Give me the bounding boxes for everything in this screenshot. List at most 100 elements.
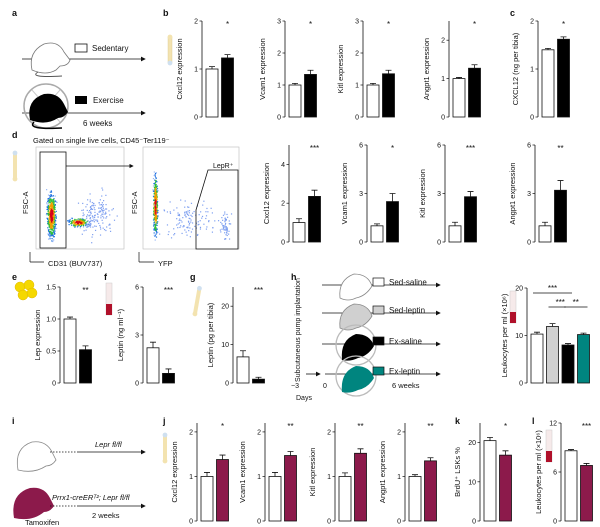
flow-event	[153, 190, 155, 192]
flow-event	[154, 226, 156, 228]
flow-event	[153, 232, 155, 234]
flow-event	[48, 232, 51, 234]
flow-event	[154, 179, 156, 181]
chart-l: 0 6 12 Leukocytes per ml (×10⁶) ***	[534, 421, 593, 526]
y-tick-label: 1	[194, 67, 198, 74]
chart-b1: 0 1 2 Cxcl12 expression *	[175, 19, 234, 122]
y-tick-label: 20	[221, 304, 229, 311]
flow-event	[95, 225, 97, 227]
flow-event	[113, 219, 116, 221]
bar-sed_leptin	[546, 326, 559, 384]
flow-event	[69, 220, 71, 223]
flow-event	[154, 224, 156, 226]
mouse-icon	[16, 441, 57, 472]
y-tick-label: 1	[189, 474, 193, 481]
flow-event	[48, 197, 50, 200]
significance-label: **	[357, 422, 363, 431]
flow-event	[184, 212, 186, 214]
flow-event	[178, 222, 181, 224]
flow-event	[109, 214, 111, 216]
flow-event	[176, 224, 178, 226]
flow-event	[69, 219, 71, 221]
chart-f: 0 3 6 Leptin (ng ml⁻¹) ***	[116, 285, 175, 388]
flow-event	[153, 186, 156, 188]
flow-event	[106, 226, 108, 228]
y-tick-label: 1	[277, 83, 281, 90]
flow-event	[85, 229, 87, 231]
flow-event	[92, 226, 94, 228]
flow-event	[156, 181, 158, 183]
flow-event	[226, 232, 228, 234]
gate-label-lepr: LepR⁺	[213, 163, 234, 170]
flow-event	[71, 217, 73, 219]
flow-event	[214, 220, 216, 222]
flow-event	[155, 187, 157, 189]
flow-event	[48, 221, 50, 223]
flow-event	[70, 217, 73, 219]
flow-event	[88, 225, 90, 228]
flow-event	[52, 200, 54, 203]
flow-event	[72, 221, 74, 223]
flow-event	[155, 236, 158, 238]
y-tick-label: 1	[355, 83, 359, 90]
flow-event	[98, 211, 101, 213]
panel-label-h: h	[291, 272, 297, 282]
y-tick-label: 10	[221, 342, 229, 349]
flow-event	[184, 200, 186, 202]
flow-event	[156, 198, 158, 200]
flow-event	[103, 217, 105, 219]
flow-event	[51, 205, 53, 208]
flow-event	[94, 214, 96, 217]
mouse-icon	[339, 273, 373, 301]
flow-event	[99, 210, 101, 212]
flow-event	[153, 171, 155, 173]
blood-tube-icon	[545, 429, 553, 463]
flow-event	[49, 199, 51, 201]
bar-exercise	[304, 74, 317, 118]
flow-event	[94, 211, 96, 213]
flow-event	[155, 222, 157, 224]
flow-event	[153, 221, 155, 223]
chart-b3: 0 1 2 3 Kitl expression *	[336, 19, 395, 122]
bar-cko	[354, 452, 367, 522]
flow-event	[154, 187, 156, 189]
error-bar	[219, 454, 226, 460]
flow-event	[224, 238, 226, 240]
error-bar	[542, 221, 548, 226]
flow-event	[156, 207, 158, 210]
flow-event	[190, 221, 192, 223]
flow-event	[51, 212, 53, 214]
flow-event	[154, 219, 156, 221]
flow-event	[50, 234, 53, 236]
flow-event	[208, 220, 210, 222]
flow-event	[55, 217, 57, 219]
flow-event	[154, 183, 156, 185]
flow-event	[68, 224, 70, 226]
y-axis-label: Vcam1 expression	[238, 441, 247, 503]
flow-event	[89, 199, 91, 201]
flow-event	[74, 220, 76, 222]
flow-event	[153, 182, 156, 184]
flow-event	[229, 223, 232, 225]
flow-event	[155, 217, 157, 220]
bar-exercise	[557, 38, 570, 118]
bar-cko	[216, 459, 229, 522]
flow-event	[51, 215, 53, 217]
flow-event	[157, 201, 159, 203]
flow-event	[88, 209, 91, 212]
flow-event	[155, 216, 157, 218]
flow-event	[153, 229, 156, 231]
flow-event	[50, 205, 52, 207]
flow-event	[224, 232, 226, 234]
error-bar	[471, 64, 478, 69]
mouse-icon	[13, 487, 55, 520]
flow-event	[156, 211, 158, 213]
flow-event	[155, 212, 157, 214]
flow-event	[97, 213, 99, 216]
flow-event	[51, 237, 53, 240]
flow-event	[224, 218, 226, 220]
flow-event	[55, 216, 57, 218]
flow-event	[54, 227, 56, 229]
significance-label: **	[557, 144, 563, 153]
flow-event	[203, 223, 205, 225]
